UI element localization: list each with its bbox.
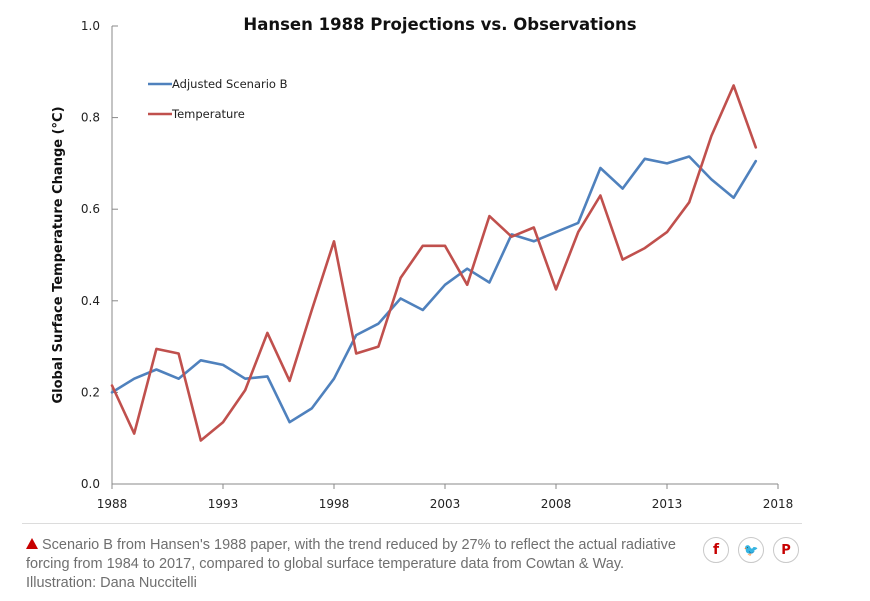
caption: Scenario B from Hansen's 1988 paper, wit… (26, 536, 676, 593)
triangle-icon (26, 538, 38, 549)
caption-divider (22, 523, 802, 524)
chart-title: Hansen 1988 Projections vs. Observations (243, 15, 636, 34)
facebook-share-button[interactable]: f (703, 537, 729, 563)
legend: Adjusted Scenario B Temperature (148, 77, 288, 121)
y-tick-label: 0.4 (81, 294, 100, 308)
x-tick-label: 1993 (208, 497, 239, 511)
y-tick-label: 0.2 (81, 385, 100, 399)
series-lines (110, 84, 758, 442)
legend-label: Temperature (171, 107, 245, 121)
y-axis-label: Global Surface Temperature Change (°C) (51, 106, 66, 403)
pinterest-share-button[interactable]: P (773, 537, 799, 563)
facebook-icon: f (712, 542, 720, 558)
x-tick-label: 2008 (541, 497, 572, 511)
x-ticks: 1988 1993 1998 2003 2008 2013 2018 (97, 484, 794, 511)
series-line-1 (110, 84, 758, 442)
x-tick-label: 2013 (652, 497, 683, 511)
twitter-share-button[interactable]: 🐦 (738, 537, 764, 563)
series-line-0 (110, 155, 758, 424)
x-tick-label: 1998 (319, 497, 350, 511)
x-tick-label: 1988 (97, 497, 128, 511)
twitter-icon: 🐦 (743, 543, 759, 557)
y-tick-label: 1.0 (81, 19, 100, 33)
y-tick-label: 0.0 (81, 477, 100, 491)
chart: Hansen 1988 Projections vs. Observations… (51, 15, 794, 511)
caption-text: Scenario B from Hansen's 1988 paper, wit… (26, 537, 676, 591)
pinterest-icon: P (781, 542, 791, 558)
y-ticks: 0.0 0.2 0.4 0.6 0.8 1.0 (81, 19, 118, 491)
y-tick-label: 0.8 (81, 111, 100, 125)
x-tick-label: 2018 (763, 497, 794, 511)
legend-label: Adjusted Scenario B (172, 77, 288, 91)
y-tick-label: 0.6 (81, 202, 100, 216)
x-tick-label: 2003 (430, 497, 461, 511)
